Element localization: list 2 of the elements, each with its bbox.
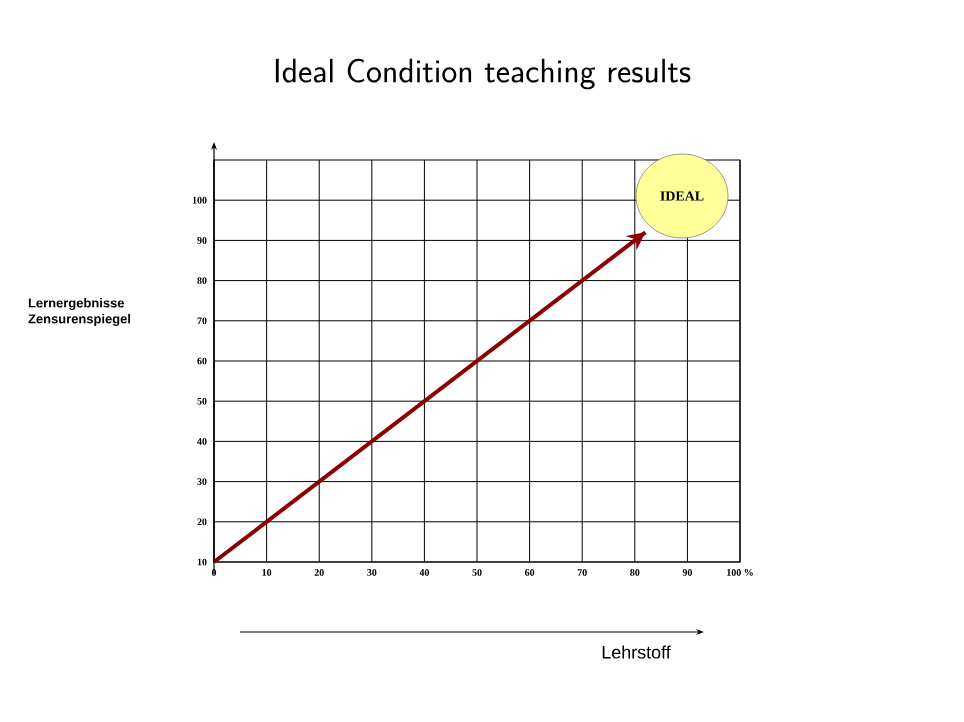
chart-title: Ideal Condition teaching results [275,58,691,90]
x-axis-title: Lehrstoff [602,645,671,659]
